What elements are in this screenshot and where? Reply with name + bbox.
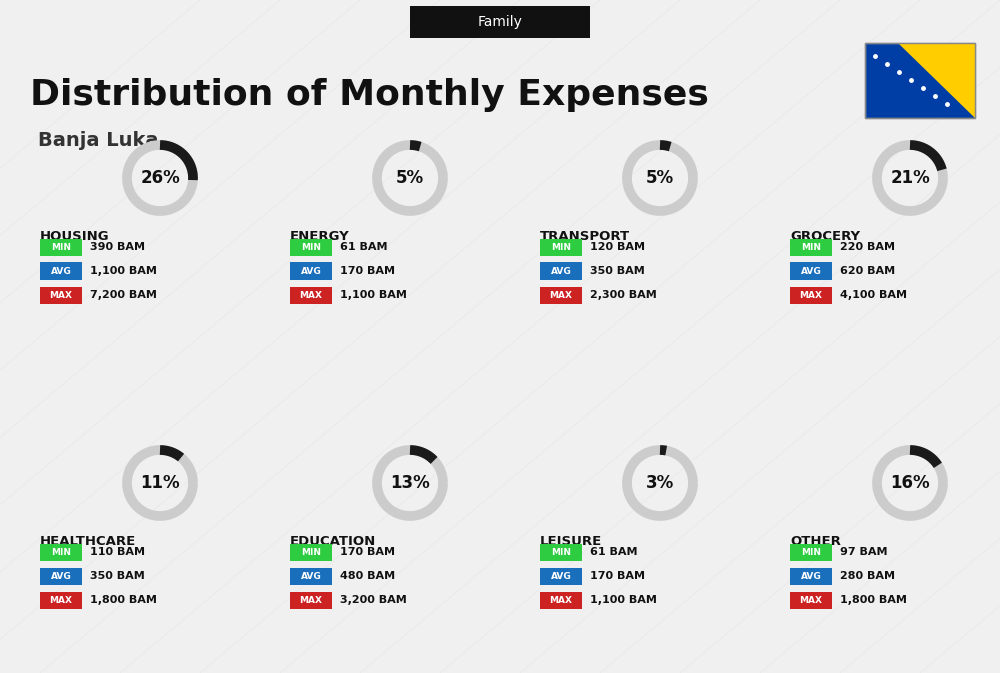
Text: MAX: MAX <box>800 291 823 299</box>
FancyBboxPatch shape <box>290 592 332 609</box>
Text: GROCERY: GROCERY <box>790 230 860 243</box>
Text: 3,200 BAM: 3,200 BAM <box>340 595 407 605</box>
Text: AVG: AVG <box>301 267 321 276</box>
Text: 390 BAM: 390 BAM <box>90 242 145 252</box>
Text: 620 BAM: 620 BAM <box>840 267 895 276</box>
Text: AVG: AVG <box>801 572 821 581</box>
Text: HEALTHCARE: HEALTHCARE <box>40 535 136 548</box>
Text: 97 BAM: 97 BAM <box>840 547 888 557</box>
Text: 350 BAM: 350 BAM <box>590 267 645 276</box>
Text: 5%: 5% <box>396 169 424 187</box>
FancyBboxPatch shape <box>790 238 832 256</box>
FancyBboxPatch shape <box>290 238 332 256</box>
Text: ENERGY: ENERGY <box>290 230 350 243</box>
FancyBboxPatch shape <box>290 262 332 280</box>
Text: MIN: MIN <box>551 548 571 557</box>
FancyBboxPatch shape <box>40 592 82 609</box>
Text: AVG: AVG <box>51 267 71 276</box>
Text: MIN: MIN <box>301 243 321 252</box>
Text: 61 BAM: 61 BAM <box>590 547 638 557</box>
Text: OTHER: OTHER <box>790 535 841 548</box>
Text: MIN: MIN <box>51 243 71 252</box>
FancyBboxPatch shape <box>540 567 582 585</box>
Text: LEISURE: LEISURE <box>540 535 602 548</box>
Text: 1,100 BAM: 1,100 BAM <box>90 267 157 276</box>
FancyBboxPatch shape <box>540 287 582 304</box>
Text: Banja Luka: Banja Luka <box>38 131 158 150</box>
FancyBboxPatch shape <box>290 544 332 561</box>
FancyBboxPatch shape <box>790 592 832 609</box>
FancyBboxPatch shape <box>290 567 332 585</box>
Text: MAX: MAX <box>550 291 572 299</box>
FancyBboxPatch shape <box>290 287 332 304</box>
FancyBboxPatch shape <box>40 567 82 585</box>
Text: 170 BAM: 170 BAM <box>590 571 645 581</box>
Text: HOUSING: HOUSING <box>40 230 110 243</box>
Text: 21%: 21% <box>890 169 930 187</box>
Text: MIN: MIN <box>801 243 821 252</box>
Text: MIN: MIN <box>801 548 821 557</box>
Text: EDUCATION: EDUCATION <box>290 535 376 548</box>
Text: 220 BAM: 220 BAM <box>840 242 895 252</box>
Text: MAX: MAX <box>800 596 823 605</box>
Text: 1,800 BAM: 1,800 BAM <box>90 595 157 605</box>
Text: 26%: 26% <box>140 169 180 187</box>
Text: 350 BAM: 350 BAM <box>90 571 145 581</box>
Text: AVG: AVG <box>551 267 571 276</box>
Text: 120 BAM: 120 BAM <box>590 242 645 252</box>
Text: Family: Family <box>478 15 522 29</box>
Text: 110 BAM: 110 BAM <box>90 547 145 557</box>
FancyBboxPatch shape <box>540 592 582 609</box>
FancyBboxPatch shape <box>790 567 832 585</box>
Text: 16%: 16% <box>890 474 930 492</box>
FancyBboxPatch shape <box>790 544 832 561</box>
FancyBboxPatch shape <box>40 238 82 256</box>
Text: AVG: AVG <box>551 572 571 581</box>
Polygon shape <box>898 43 975 118</box>
Text: 3%: 3% <box>646 474 674 492</box>
FancyBboxPatch shape <box>40 544 82 561</box>
FancyBboxPatch shape <box>540 238 582 256</box>
Text: 7,200 BAM: 7,200 BAM <box>90 290 157 300</box>
Text: MIN: MIN <box>301 548 321 557</box>
Text: AVG: AVG <box>51 572 71 581</box>
Text: 170 BAM: 170 BAM <box>340 547 395 557</box>
Text: 1,100 BAM: 1,100 BAM <box>590 595 657 605</box>
Text: 280 BAM: 280 BAM <box>840 571 895 581</box>
Text: MAX: MAX <box>550 596 572 605</box>
FancyBboxPatch shape <box>40 262 82 280</box>
Text: 13%: 13% <box>390 474 430 492</box>
Text: 4,100 BAM: 4,100 BAM <box>840 290 907 300</box>
Text: 2,300 BAM: 2,300 BAM <box>590 290 657 300</box>
Text: Distribution of Monthly Expenses: Distribution of Monthly Expenses <box>30 78 709 112</box>
Text: MAX: MAX <box>50 291 72 299</box>
FancyBboxPatch shape <box>865 43 975 118</box>
FancyBboxPatch shape <box>540 544 582 561</box>
Text: 1,800 BAM: 1,800 BAM <box>840 595 907 605</box>
Text: 1,100 BAM: 1,100 BAM <box>340 290 407 300</box>
Text: AVG: AVG <box>301 572 321 581</box>
Text: MIN: MIN <box>551 243 571 252</box>
Text: MAX: MAX <box>50 596 72 605</box>
FancyBboxPatch shape <box>540 262 582 280</box>
Text: 170 BAM: 170 BAM <box>340 267 395 276</box>
Text: MAX: MAX <box>300 596 322 605</box>
Text: AVG: AVG <box>801 267 821 276</box>
Text: MAX: MAX <box>300 291 322 299</box>
FancyBboxPatch shape <box>410 6 590 38</box>
FancyBboxPatch shape <box>790 262 832 280</box>
Text: 11%: 11% <box>140 474 180 492</box>
Text: 5%: 5% <box>646 169 674 187</box>
Text: 480 BAM: 480 BAM <box>340 571 395 581</box>
Text: 61 BAM: 61 BAM <box>340 242 388 252</box>
Text: MIN: MIN <box>51 548 71 557</box>
Text: TRANSPORT: TRANSPORT <box>540 230 630 243</box>
FancyBboxPatch shape <box>790 287 832 304</box>
FancyBboxPatch shape <box>40 287 82 304</box>
